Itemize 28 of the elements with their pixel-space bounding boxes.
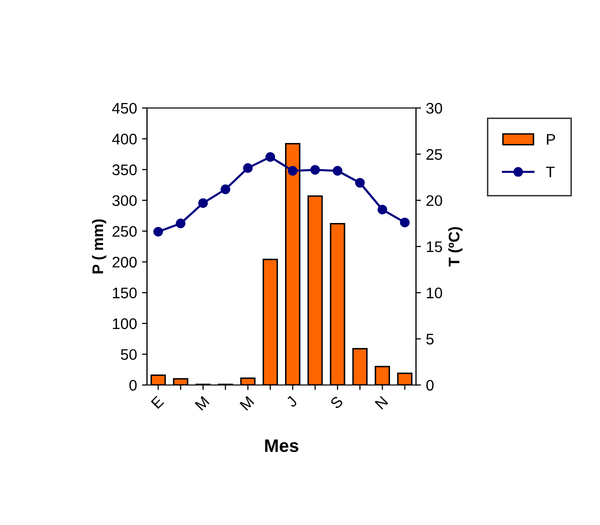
y-tick-label: 50: [120, 349, 137, 360]
y-tick-label: 350: [112, 164, 137, 176]
x-tick-label: J: [286, 396, 298, 408]
y-tick-label: 0: [129, 380, 137, 391]
y-tick-label: 400: [112, 134, 137, 144]
y2-tick-label: 0: [426, 380, 434, 391]
y2-tick-label: 5: [426, 334, 434, 345]
x-tick-label: S: [330, 396, 344, 410]
legend-label: P: [546, 134, 556, 145]
y-tick-label: 200: [112, 256, 137, 268]
x-tick-label: M: [240, 396, 254, 411]
y2-axis-title: T (ºC): [448, 227, 463, 267]
y-tick-label: 450: [112, 102, 137, 114]
y2-tick-label: 25: [426, 149, 442, 160]
x-tick-label: N: [374, 396, 388, 410]
y-axis-title: P ( mm): [92, 219, 106, 274]
legend-label: T: [546, 166, 555, 178]
y2-tick-label: 15: [426, 242, 442, 252]
y2-tick-label: 30: [426, 102, 442, 114]
x-tick-label: M: [194, 396, 210, 411]
x-tick-label: E: [150, 396, 164, 409]
y-tick-label: 250: [112, 226, 137, 237]
y2-tick-label: 20: [426, 195, 442, 206]
y2-tick-label: 10: [426, 288, 442, 298]
y-tick-label: 100: [112, 318, 137, 330]
x-axis-title: Mes: [265, 439, 298, 452]
y-tick-label: 300: [112, 195, 137, 206]
y-tick-label: 150: [112, 288, 137, 298]
